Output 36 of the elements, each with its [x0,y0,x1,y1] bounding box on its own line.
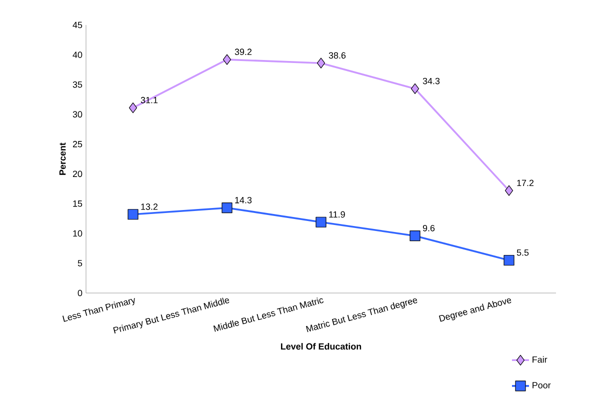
data-label: 11.9 [329,211,345,218]
point [410,230,420,242]
point [504,185,514,196]
data-label: 38.6 [328,52,346,59]
y-axis-title: Percent [59,142,66,175]
y-tick-label: 30 [72,111,82,118]
data-label: 9.6 [422,224,435,232]
x-tick-label: Degree and Above [438,298,512,322]
y-tick-label: 10 [73,230,82,237]
y-tick-label: 0 [78,290,82,296]
legend-label: Fair [532,356,548,363]
y-tick-label: 35 [72,81,82,88]
data-label: 5.5 [516,249,529,256]
x-tick-label: Less Than Primary [62,298,135,322]
data-label: 34.3 [422,78,440,84]
point [316,216,326,228]
x-axis-title: Level Of Education [280,343,362,350]
legend-label: Poor [532,382,551,388]
data-label: 14.3 [235,196,252,204]
y-tick-label: 45 [72,22,82,28]
y-tick-label: 15 [73,200,82,207]
data-label: 13.2 [141,204,158,210]
y-tick-label: 25 [72,140,82,148]
point [504,254,514,266]
data-label: 31.1 [140,96,158,104]
y-tick-label: 5 [78,260,82,266]
point [410,83,420,94]
point [316,58,326,68]
y-tick-label: 20 [72,170,82,178]
data-label: 39.2 [234,48,252,56]
point [222,54,232,65]
point [128,102,138,114]
y-tick-label: 40 [72,52,82,58]
point [222,202,232,214]
data-label: 17.2 [517,180,534,186]
point [128,209,138,220]
